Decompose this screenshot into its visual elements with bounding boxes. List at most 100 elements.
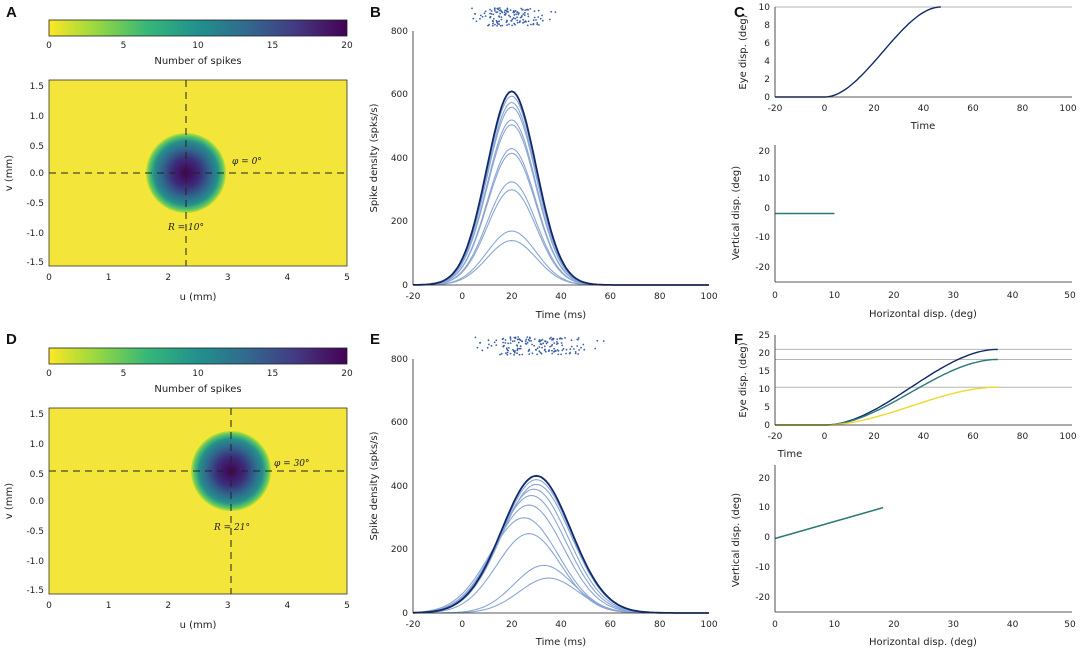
spike-dot <box>548 337 551 340</box>
density-b-xtick: 20 <box>506 292 518 302</box>
spike-dot <box>506 351 509 354</box>
eye-f-xtick: 40 <box>918 432 930 442</box>
spike-dot <box>499 12 502 15</box>
cbar-a-tick-0: 0 <box>46 41 52 51</box>
eye-c-ylabel: Eye disp. (deg) <box>738 14 749 89</box>
density-b-ytick: 200 <box>391 217 408 227</box>
spike-dot <box>513 14 516 16</box>
spike-dot <box>509 9 512 12</box>
spike-dot <box>541 339 544 341</box>
spike-dot <box>509 342 512 344</box>
density-b-ytick: 800 <box>391 27 408 37</box>
spike-dot <box>548 349 550 352</box>
spike-dot <box>474 13 476 15</box>
spike-dot <box>487 339 490 342</box>
spike-dot <box>576 338 579 341</box>
spike-dot <box>520 7 523 10</box>
map-d-ytick: -1.0 <box>26 557 44 567</box>
density-b-yticks: 0 200 400 600 800 <box>391 27 408 291</box>
map-d-xtick: 0 <box>46 601 52 611</box>
spike-dot <box>533 10 536 13</box>
traj-c-yticks: 20 10 0 -10 -20 <box>755 147 770 273</box>
spike-dot <box>538 350 541 353</box>
map-d-yticks: 1.5 1.0 0.5 0.0 -0.5 -1.0 -1.5 <box>26 410 44 596</box>
spike-dot <box>496 7 499 10</box>
spike-dot <box>494 10 496 12</box>
spike-dot <box>498 15 500 17</box>
spike-dot <box>490 13 493 15</box>
spike-dot <box>490 10 493 12</box>
eye-f-ytick: 5 <box>764 403 770 413</box>
cbar-a-tick-10: 10 <box>192 41 204 51</box>
spike-dot <box>559 337 562 340</box>
spike-dot <box>498 9 501 12</box>
spike-dot <box>528 336 531 339</box>
spike-dot <box>543 349 546 352</box>
density-curve <box>412 474 709 614</box>
traj-f-xtick: 50 <box>1064 620 1076 630</box>
eye-c-ytick: 0 <box>764 93 770 103</box>
map-a-phi-label: φ = 0° <box>232 157 262 167</box>
map-d-xlabel: u (mm) <box>180 620 217 631</box>
spike-dot <box>511 24 513 27</box>
traj-f-xticks: 0 10 20 30 40 50 <box>772 620 1076 630</box>
eye-f-xtick: 60 <box>967 432 979 442</box>
map-d-xticks: 0 1 2 3 4 5 <box>46 601 350 611</box>
spike-dot <box>514 10 517 12</box>
spike-dot <box>537 9 540 12</box>
spike-dot <box>517 13 520 16</box>
spike-dot <box>495 339 498 342</box>
spike-dot <box>509 15 512 18</box>
density-e-ytick: 0 <box>402 609 408 619</box>
spike-dot <box>522 13 525 16</box>
eye-f-xlabel: Time <box>777 449 802 460</box>
traj-f-ylabel: Vertical disp. (deg) <box>731 493 742 587</box>
spike-dot <box>521 353 524 356</box>
spike-dot <box>496 25 498 27</box>
spike-dot <box>476 346 479 349</box>
eye-plot-f <box>775 348 1072 426</box>
map-a-ytick: -1.5 <box>26 258 44 268</box>
colorbar-d-label: Number of spikes <box>154 384 241 395</box>
spike-dot <box>546 341 549 343</box>
spike-dot <box>508 347 510 349</box>
spike-dot <box>505 347 508 350</box>
spike-dot <box>513 340 516 342</box>
spike-dot <box>543 345 546 348</box>
density-b-xtick: 0 <box>459 292 465 302</box>
spike-dot <box>511 340 514 343</box>
spike-dot <box>538 346 541 348</box>
spike-dot <box>500 16 503 19</box>
spike-dot <box>594 347 597 350</box>
density-e-ytick: 400 <box>391 482 408 492</box>
spike-dot <box>518 20 521 23</box>
spike-dot <box>536 23 539 26</box>
spike-dot <box>484 15 487 17</box>
eye-f-ytick: 10 <box>759 385 771 395</box>
spike-dot <box>557 350 560 352</box>
density-e-xticks: -20 0 20 40 60 80 100 <box>406 620 718 630</box>
colorbar-d-ticks: 0 5 10 15 20 <box>46 369 353 379</box>
spike-dot <box>513 336 516 339</box>
density-e-ytick: 200 <box>391 545 408 555</box>
map-d-xtick: 2 <box>165 601 171 611</box>
spike-dot <box>527 338 530 341</box>
spike-dot <box>518 353 521 356</box>
spike-dot <box>539 351 542 354</box>
spike-dot <box>492 22 494 25</box>
traj-c-xtick: 20 <box>888 291 900 301</box>
eye-f-xticks: -20 0 20 40 60 80 100 <box>768 432 1077 442</box>
traj-c-ytick: 0 <box>764 204 770 214</box>
spike-dot <box>506 353 509 356</box>
cbar-a-tick-20: 20 <box>341 41 353 51</box>
traj-c-xtick: 10 <box>829 291 841 301</box>
map-d-xtick: 3 <box>225 601 231 611</box>
map-a-ylabel: v (mm) <box>4 155 15 191</box>
spike-dot <box>535 19 537 21</box>
spike-dot <box>506 24 508 26</box>
spike-dot <box>551 352 554 355</box>
spike-dot <box>495 11 498 14</box>
spike-dot <box>495 19 498 22</box>
density-e-xtick: 100 <box>700 620 717 630</box>
